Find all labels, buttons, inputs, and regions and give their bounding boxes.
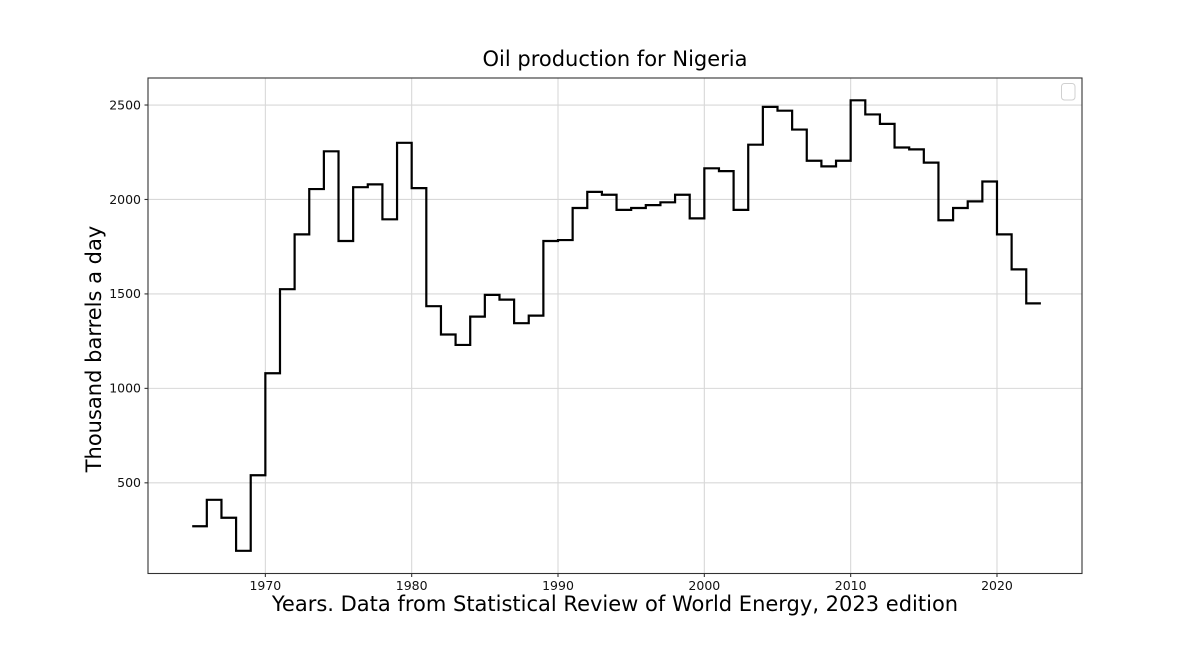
data-series-step-line [192,99,1041,552]
y-tick-label: 2000 [109,192,141,207]
x-axis-label: Years. Data from Statistical Review of W… [271,592,959,616]
x-tick-label: 1970 [249,578,281,593]
x-tick-label: 1980 [396,578,428,593]
y-tick-label: 2500 [109,97,141,112]
y-tick-label: 1500 [109,286,141,301]
y-tick-label: 1000 [109,381,141,396]
x-tick-label: 1990 [542,578,574,593]
x-tick-label: 2010 [835,578,867,593]
x-tick-label: 2000 [688,578,720,593]
legend-box [1061,83,1076,101]
axes-spines [147,77,1083,575]
x-tick-label: 2020 [981,578,1013,593]
chart-title: Oil production for Nigeria [482,47,748,71]
y-tick-label: 500 [117,475,141,490]
